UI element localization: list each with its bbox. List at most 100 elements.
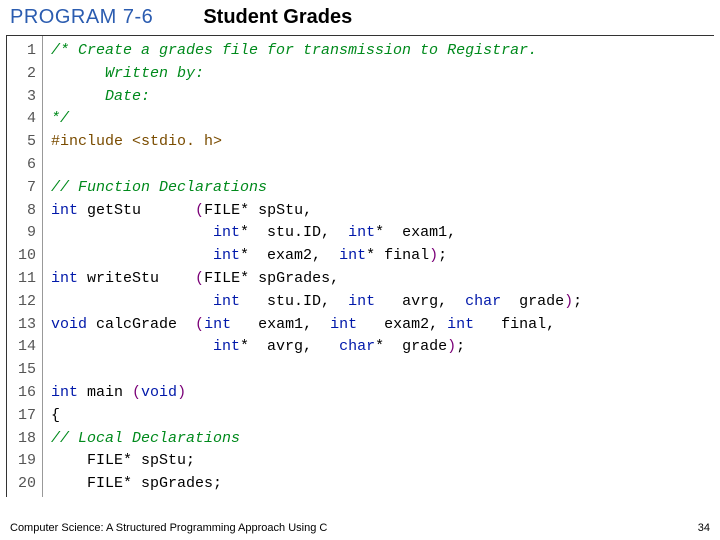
line-number: 8 — [7, 200, 36, 223]
footer-page-number: 34 — [698, 522, 710, 534]
code-token: ( — [195, 316, 204, 333]
code-token: char — [339, 338, 375, 355]
code-token: Date: — [51, 88, 150, 105]
code-token: final, — [474, 316, 555, 333]
line-number: 17 — [7, 405, 36, 428]
code-line: #include <stdio. h> — [51, 131, 714, 154]
code-token: char — [465, 293, 501, 310]
code-token: ; — [438, 247, 447, 264]
code-token: ) — [564, 293, 573, 310]
code-token: int — [213, 247, 240, 264]
code-token: exam1, — [231, 316, 330, 333]
slide-title: Student Grades — [203, 6, 352, 29]
line-number: 11 — [7, 268, 36, 291]
code-token: stu.ID, — [240, 293, 348, 310]
code-token: writeStu — [78, 270, 195, 287]
code-line: FILE* spStu; — [51, 450, 714, 473]
code-token: FILE* spStu, — [204, 202, 312, 219]
code-token — [51, 293, 213, 310]
code-token: * stu.ID, — [240, 224, 348, 241]
code-token: avrg, — [375, 293, 465, 310]
line-number: 5 — [7, 131, 36, 154]
code-line: int stu.ID, int avrg, char grade); — [51, 291, 714, 314]
code-token: getStu — [78, 202, 195, 219]
code-line: /* Create a grades file for transmission… — [51, 40, 714, 63]
code-token: */ — [51, 110, 69, 127]
code-token: // Local Declarations — [51, 430, 240, 447]
code-token: FILE* spGrades; — [51, 475, 222, 492]
code-line: Written by: — [51, 63, 714, 86]
code-line: int* avrg, char* grade); — [51, 336, 714, 359]
code-line: // Function Declarations — [51, 177, 714, 200]
code-line: int* stu.ID, int* exam1, — [51, 222, 714, 245]
code-token: int — [213, 338, 240, 355]
code-token: Written by: — [51, 65, 204, 82]
line-number: 9 — [7, 222, 36, 245]
line-number: 2 — [7, 63, 36, 86]
code-token: grade — [501, 293, 564, 310]
code-token: * avrg, — [240, 338, 339, 355]
code-token: int — [213, 293, 240, 310]
code-token: int — [51, 202, 78, 219]
code-token: int — [447, 316, 474, 333]
code-token: FILE* spGrades, — [204, 270, 339, 287]
code-token: main — [78, 384, 132, 401]
line-number: 4 — [7, 108, 36, 131]
code-token: int — [348, 224, 375, 241]
code-line: Date: — [51, 86, 714, 109]
code-line: { — [51, 405, 714, 428]
line-number: 7 — [7, 177, 36, 200]
code-token: // Function Declarations — [51, 179, 267, 196]
code-token: exam2, — [357, 316, 447, 333]
code-token: calcGrade — [87, 316, 195, 333]
code-token: ) — [177, 384, 186, 401]
code-listing: 1234567891011121314151617181920 /* Creat… — [6, 35, 714, 497]
line-number: 10 — [7, 245, 36, 268]
code-token: ; — [573, 293, 582, 310]
code-token: ( — [195, 202, 204, 219]
line-number: 16 — [7, 382, 36, 405]
code-token — [51, 224, 213, 241]
code-token: ( — [132, 384, 141, 401]
code-token: int — [339, 247, 366, 264]
line-number: 14 — [7, 336, 36, 359]
code-token: { — [51, 407, 60, 424]
code-token: #include <stdio. h> — [51, 133, 222, 150]
code-token: ) — [447, 338, 456, 355]
code-token: * exam1, — [375, 224, 456, 241]
code-token: * exam2, — [240, 247, 339, 264]
line-number: 19 — [7, 450, 36, 473]
line-number: 18 — [7, 428, 36, 451]
code-token: void — [51, 316, 87, 333]
code-token: ( — [195, 270, 204, 287]
code-token: void — [141, 384, 177, 401]
code-token: ; — [456, 338, 465, 355]
code-token: int — [330, 316, 357, 333]
program-number-label: PROGRAM 7-6 — [10, 6, 153, 29]
code-line: void calcGrade (int exam1, int exam2, in… — [51, 314, 714, 337]
code-token: * final — [366, 247, 429, 264]
code-line: int writeStu (FILE* spGrades, — [51, 268, 714, 291]
code-line: int main (void) — [51, 382, 714, 405]
code-token: * grade — [375, 338, 447, 355]
line-number: 3 — [7, 86, 36, 109]
slide-footer: Computer Science: A Structured Programmi… — [10, 522, 710, 534]
line-number: 20 — [7, 473, 36, 496]
code-token — [51, 338, 213, 355]
slide-header: PROGRAM 7-6 Student Grades — [0, 0, 720, 35]
code-line: FILE* spGrades; — [51, 473, 714, 496]
code-area: /* Create a grades file for transmission… — [43, 36, 714, 497]
code-token: ) — [429, 247, 438, 264]
code-token: int — [204, 316, 231, 333]
code-line: */ — [51, 108, 714, 131]
code-token: int — [213, 224, 240, 241]
line-number: 13 — [7, 314, 36, 337]
line-number: 15 — [7, 359, 36, 382]
line-number: 6 — [7, 154, 36, 177]
line-number-gutter: 1234567891011121314151617181920 — [7, 36, 43, 497]
code-token: /* Create a grades file for transmission… — [51, 42, 537, 59]
code-line: int getStu (FILE* spStu, — [51, 200, 714, 223]
code-line: // Local Declarations — [51, 428, 714, 451]
code-token: int — [51, 270, 78, 287]
code-line: int* exam2, int* final); — [51, 245, 714, 268]
